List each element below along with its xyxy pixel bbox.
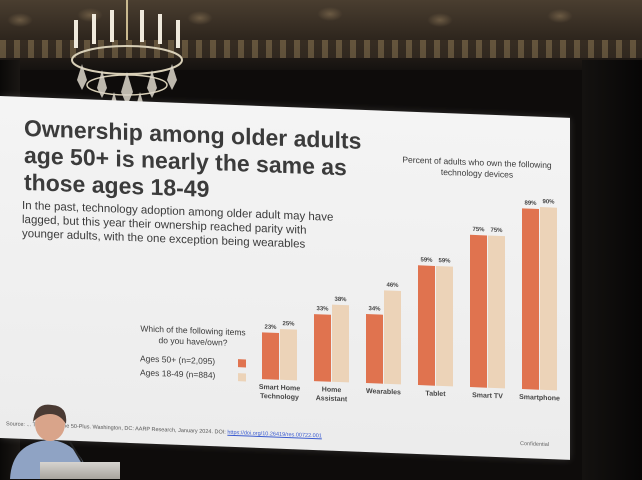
bar-50plus-1 bbox=[314, 314, 331, 382]
bar-50plus-2 bbox=[366, 314, 383, 384]
ceiling-ornament bbox=[0, 40, 642, 58]
bar-18-49-0 bbox=[280, 329, 297, 381]
projected-slide: Ownership among older adults age 50+ is … bbox=[0, 96, 570, 460]
bar-18-49-2 bbox=[384, 290, 401, 385]
category-label-1-1: Assistant bbox=[316, 395, 348, 403]
category-label-5-0: Smartphone bbox=[519, 394, 560, 403]
data-label-50plus-5: 89% bbox=[524, 200, 537, 206]
bar-18-49-5 bbox=[540, 207, 557, 391]
data-label-18-49-2: 46% bbox=[386, 282, 399, 288]
category-label-4-0: Smart TV bbox=[472, 392, 503, 400]
category-label-0-1: Technology bbox=[260, 393, 299, 401]
bar-50plus-4 bbox=[470, 234, 487, 388]
curtain-right bbox=[582, 60, 642, 480]
bar-18-49-3 bbox=[436, 265, 453, 387]
data-label-50plus-2: 34% bbox=[368, 306, 381, 312]
data-label-50plus-3: 59% bbox=[420, 257, 433, 263]
data-label-18-49-3: 59% bbox=[438, 258, 451, 264]
data-label-18-49-0: 25% bbox=[282, 321, 295, 327]
data-label-50plus-0: 23% bbox=[264, 324, 277, 330]
data-label-18-49-5: 90% bbox=[542, 199, 555, 205]
data-label-50plus-4: 75% bbox=[472, 227, 485, 233]
category-label-3-0: Tablet bbox=[425, 390, 446, 398]
bar-18-49-4 bbox=[488, 235, 505, 389]
category-label-2-0: Wearables bbox=[366, 388, 401, 396]
bar-50plus-5 bbox=[522, 208, 539, 390]
confidential-label: Confidential bbox=[520, 440, 550, 449]
ceiling bbox=[0, 0, 642, 70]
bar-50plus-0 bbox=[262, 332, 279, 380]
podium bbox=[40, 462, 120, 479]
bar-18-49-1 bbox=[332, 304, 349, 383]
bar-50plus-3 bbox=[418, 265, 435, 386]
category-label-1-0: Home bbox=[322, 386, 342, 394]
data-label-50plus-1: 33% bbox=[316, 306, 329, 312]
data-label-18-49-1: 38% bbox=[334, 297, 347, 303]
category-label-0-0: Smart Home bbox=[259, 384, 300, 393]
data-label-18-49-4: 75% bbox=[490, 228, 503, 234]
